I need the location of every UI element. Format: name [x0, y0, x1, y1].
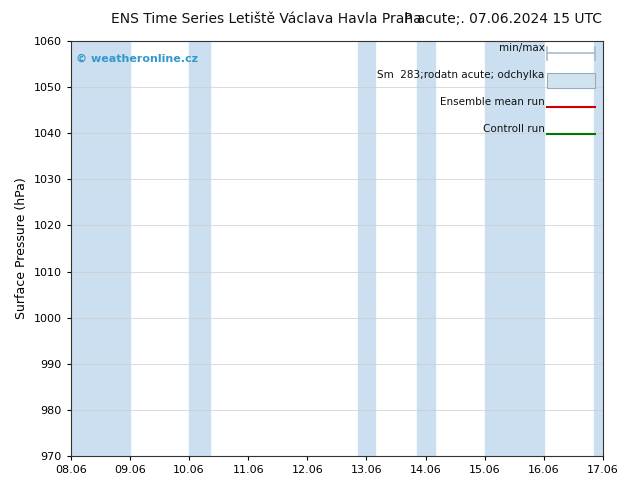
- Bar: [71, 41, 130, 456]
- Text: min/max: min/max: [499, 43, 545, 53]
- Text: P acute;. 07.06.2024 15 UTC: P acute;. 07.06.2024 15 UTC: [404, 12, 602, 26]
- FancyBboxPatch shape: [547, 73, 595, 88]
- Text: Sm  283;rodatn acute; odchylka: Sm 283;rodatn acute; odchylka: [377, 70, 545, 80]
- Bar: [485, 41, 544, 456]
- Text: Ensemble mean run: Ensemble mean run: [440, 97, 545, 107]
- Text: Controll run: Controll run: [482, 124, 545, 134]
- Text: © weatheronline.cz: © weatheronline.cz: [76, 53, 198, 64]
- Bar: [358, 41, 375, 456]
- Bar: [417, 41, 434, 456]
- Y-axis label: Surface Pressure (hPa): Surface Pressure (hPa): [15, 178, 28, 319]
- Bar: [594, 41, 603, 456]
- Bar: [189, 41, 210, 456]
- Text: ENS Time Series Letiště Václava Havla Praha: ENS Time Series Letiště Václava Havla Pr…: [111, 12, 422, 26]
